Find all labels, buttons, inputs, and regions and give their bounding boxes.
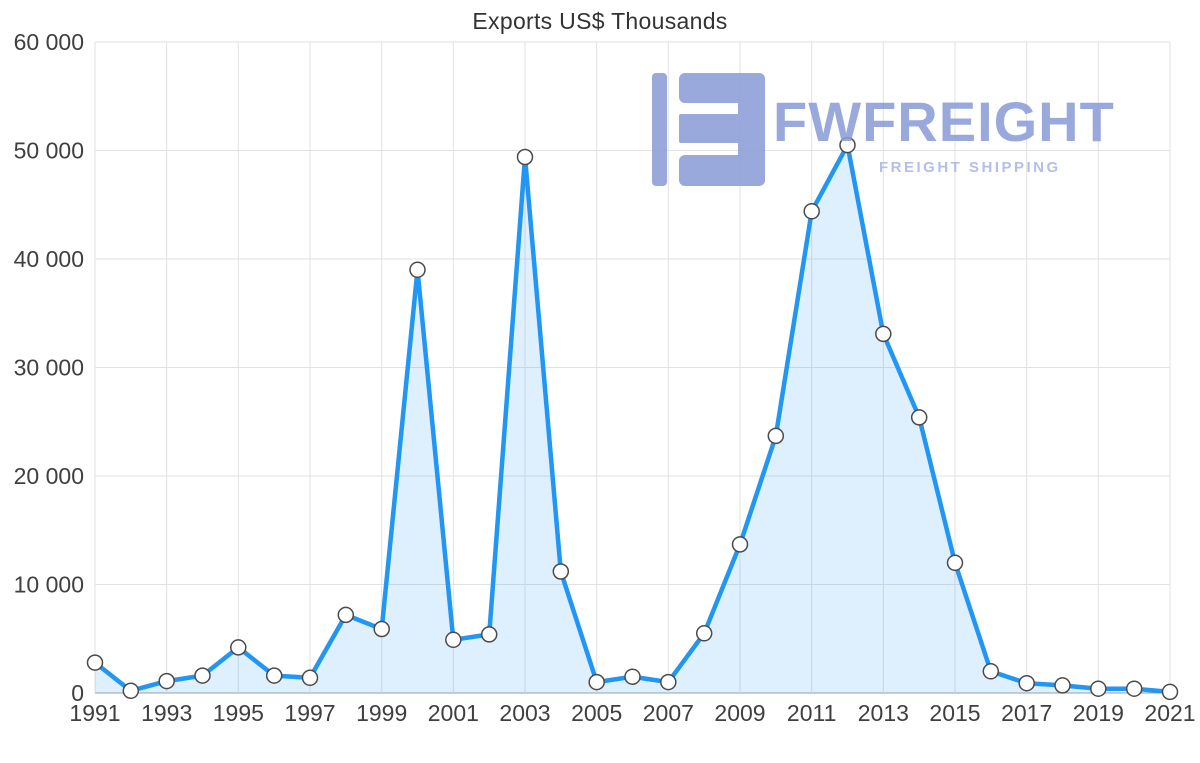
grid-layer <box>94 41 1171 694</box>
svg-text:2017: 2017 <box>1001 700 1052 726</box>
svg-text:10 000: 10 000 <box>14 572 84 598</box>
svg-text:2003: 2003 <box>499 700 550 726</box>
freight-logo-icon <box>652 73 765 186</box>
watermark-tagline-text: FREIGHT SHIPPING <box>879 159 1061 176</box>
chart-title: Exports US$ Thousands <box>472 8 728 34</box>
axis-labels-layer: 0 10 000 20 000 30 000 40 000 50 000 60 000 199… <box>14 29 1196 726</box>
svg-text:2009: 2009 <box>714 700 765 726</box>
svg-text:30 000: 30 000 <box>14 355 84 381</box>
watermark: FWFREIGHT FREIGHT SHIPPING <box>652 73 1115 186</box>
svg-text:1991: 1991 <box>69 700 120 726</box>
svg-text:2001: 2001 <box>428 700 479 726</box>
svg-text:50 000: 50 000 <box>14 138 84 164</box>
svg-text:2013: 2013 <box>858 700 909 726</box>
svg-text:2021: 2021 <box>1144 700 1195 726</box>
svg-text:2019: 2019 <box>1073 700 1124 726</box>
svg-text:1999: 1999 <box>356 700 407 726</box>
svg-text:0: 0 <box>71 680 84 706</box>
svg-text:1995: 1995 <box>213 700 264 726</box>
svg-text:40 000: 40 000 <box>14 246 84 272</box>
svg-text:2015: 2015 <box>929 700 980 726</box>
svg-text:2007: 2007 <box>643 700 694 726</box>
watermark-brand-text: FWFREIGHT <box>773 90 1115 153</box>
series-layer <box>86 136 1179 701</box>
svg-text:20 000: 20 000 <box>14 463 84 489</box>
svg-text:2011: 2011 <box>787 700 836 726</box>
svg-text:1993: 1993 <box>141 700 192 726</box>
svg-text:2005: 2005 <box>571 700 622 726</box>
svg-text:1997: 1997 <box>284 700 335 726</box>
svg-text:60 000: 60 000 <box>14 29 84 55</box>
